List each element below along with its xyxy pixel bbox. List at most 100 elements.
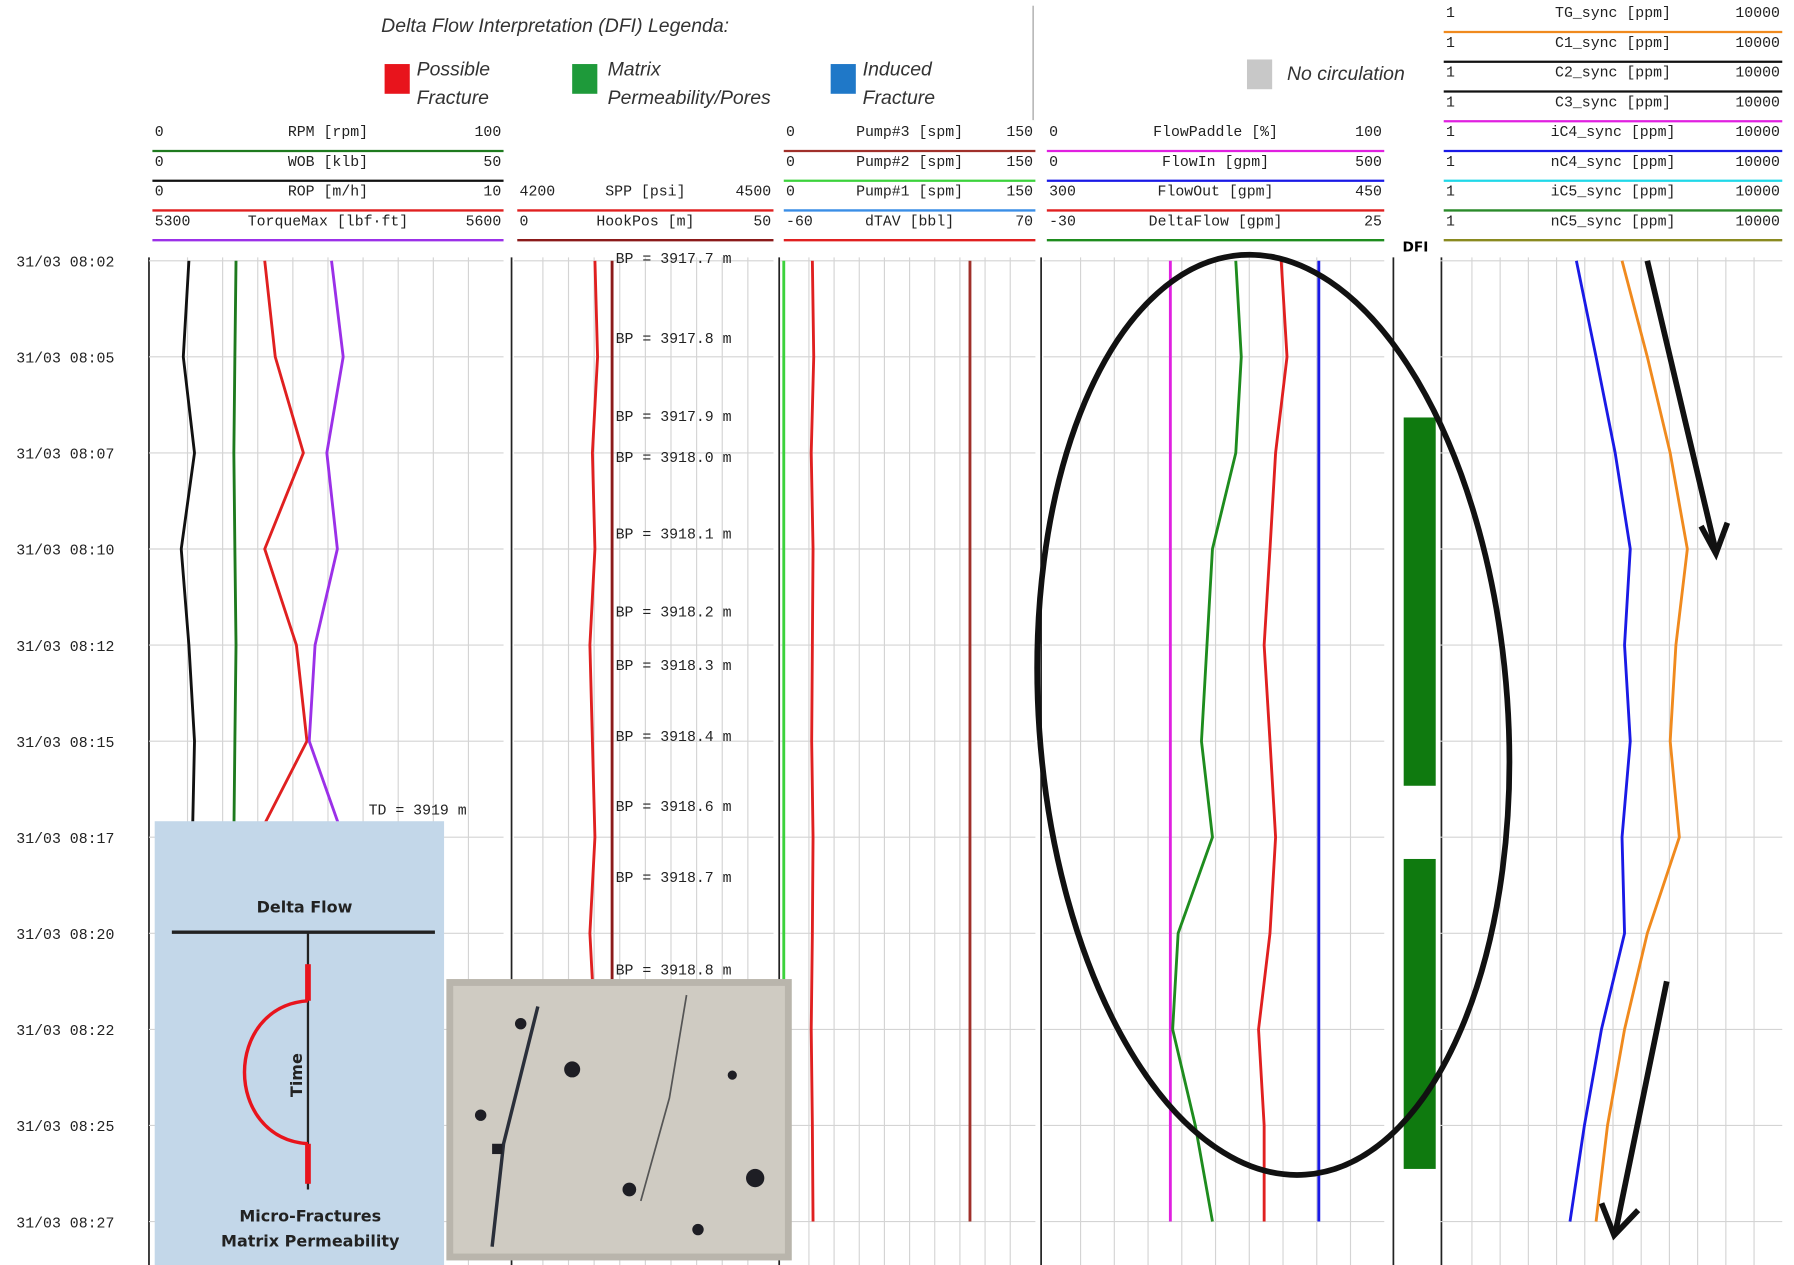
depth-annotation: TD = 3919 m bbox=[369, 803, 467, 819]
time-label: 31/03 08:02 bbox=[16, 255, 114, 271]
log-screen: BP = 3917.7 m BP = 3917.8 m BP = 3917.9 m B… bbox=[0, 0, 1794, 1265]
scale-name: TorqueMax [lbf·ft] bbox=[248, 214, 409, 230]
scale-name: HookPos [m] bbox=[596, 214, 694, 230]
scale-min: 0 bbox=[155, 185, 164, 201]
scale-min: 1 bbox=[1446, 185, 1455, 201]
depth-annotation: BP = 3918.0 m bbox=[616, 451, 732, 467]
scale-max: 50 bbox=[753, 214, 771, 230]
scale-min: 0 bbox=[520, 214, 529, 230]
scale-name: FlowPaddle [%] bbox=[1153, 125, 1278, 141]
no-circulation-label: No circulation bbox=[1287, 63, 1405, 85]
scale-max: 10000 bbox=[1735, 125, 1780, 141]
time-label: 31/03 08:07 bbox=[16, 448, 114, 464]
dfi-block bbox=[1404, 417, 1436, 785]
scale-name: C3_sync [ppm] bbox=[1555, 95, 1671, 111]
depth-annotation: BP = 3917.8 m bbox=[616, 332, 732, 348]
legend-swatch bbox=[831, 64, 856, 94]
scale-max: 150 bbox=[1006, 155, 1033, 171]
scale-name: Pump#3 [spm] bbox=[856, 125, 963, 141]
time-label: 31/03 08:27 bbox=[16, 1216, 114, 1232]
depth-annotation: BP = 3918.7 m bbox=[616, 871, 732, 887]
scale-name: iC4_sync [ppm] bbox=[1551, 125, 1676, 141]
scale-max: 10000 bbox=[1735, 36, 1780, 52]
depth-annotation: BP = 3917.7 m bbox=[616, 252, 732, 268]
scale-name: SPP [psi] bbox=[605, 185, 685, 201]
dfi-block bbox=[1404, 859, 1436, 1169]
scale-name: RPM [rpm] bbox=[288, 125, 368, 141]
scale-max: 150 bbox=[1006, 125, 1033, 141]
scale-name: Pump#1 [spm] bbox=[856, 185, 963, 201]
scale-max: 500 bbox=[1355, 155, 1382, 171]
scale-min: 0 bbox=[155, 155, 164, 171]
legend-title: Delta Flow Interpretation (DFI) Legenda: bbox=[381, 15, 729, 37]
time-label: 31/03 08:25 bbox=[16, 1120, 114, 1136]
depth-annotation: BP = 3917.9 m bbox=[616, 410, 732, 426]
trend-arrows bbox=[1602, 261, 1728, 1235]
scale-name: WOB [klb] bbox=[288, 155, 368, 171]
dfi-label: DFI bbox=[1403, 240, 1429, 256]
scale-name: TG_sync [ppm] bbox=[1555, 6, 1671, 22]
scale-min: 0 bbox=[786, 125, 795, 141]
scale-min: 1 bbox=[1446, 36, 1455, 52]
inset-axis-label: Time bbox=[287, 1053, 306, 1097]
scale-min: 1 bbox=[1446, 214, 1455, 230]
legend-label: Possible bbox=[417, 58, 491, 80]
scale-min: 0 bbox=[1049, 125, 1058, 141]
depth-annotation: BP = 3918.6 m bbox=[616, 800, 732, 816]
depth-annotation: BP = 3918.3 m bbox=[616, 659, 732, 675]
scale-min: 1 bbox=[1446, 95, 1455, 111]
highlight-ellipse bbox=[1007, 239, 1539, 1191]
legend-label: Fracture bbox=[417, 87, 490, 109]
scale-name: DeltaFlow [gpm] bbox=[1149, 214, 1283, 230]
legend-swatch bbox=[572, 64, 597, 94]
scale-max: 100 bbox=[474, 125, 501, 141]
scale-name: FlowIn [gpm] bbox=[1162, 155, 1269, 171]
scale-max: 10000 bbox=[1735, 95, 1780, 111]
legend-label: Permeability/Pores bbox=[608, 87, 771, 109]
inset-title: Delta Flow bbox=[257, 898, 353, 917]
scale-max: 10000 bbox=[1735, 66, 1780, 82]
scale-name: Pump#2 [spm] bbox=[856, 155, 963, 171]
depth-annotation: BP = 3918.8 m bbox=[616, 963, 732, 979]
depth-annotation: BP = 3918.4 m bbox=[616, 730, 732, 746]
scale-max: 10 bbox=[483, 185, 501, 201]
scale-name: FlowOut [gpm] bbox=[1158, 185, 1274, 201]
time-label: 31/03 08:10 bbox=[16, 544, 114, 560]
scale-min: 4200 bbox=[520, 185, 556, 201]
scale-max: 100 bbox=[1355, 125, 1382, 141]
scale-name: nC4_sync [ppm] bbox=[1551, 155, 1676, 171]
scale-name: C1_sync [ppm] bbox=[1555, 36, 1671, 52]
scale-name: dTAV [bbl] bbox=[865, 214, 954, 230]
scale-max: 10000 bbox=[1735, 155, 1780, 171]
inset-diagram: Delta Flow Time Micro-Fractures Matrix P… bbox=[155, 821, 444, 1265]
scale-min: -60 bbox=[786, 214, 813, 230]
scale-max: 5600 bbox=[466, 214, 502, 230]
scale-max: 50 bbox=[483, 155, 501, 171]
scale-min: 1 bbox=[1446, 125, 1455, 141]
thin-section-photo bbox=[446, 979, 791, 1260]
legend-label: Induced bbox=[863, 58, 933, 80]
scale-min: 0 bbox=[155, 125, 164, 141]
scale-min: 1 bbox=[1446, 66, 1455, 82]
scale-max: 10000 bbox=[1735, 214, 1780, 230]
log-curve bbox=[234, 261, 236, 837]
scale-min: 1 bbox=[1446, 6, 1455, 22]
scale-name: C2_sync [ppm] bbox=[1555, 66, 1671, 82]
scale-name: iC5_sync [ppm] bbox=[1551, 185, 1676, 201]
scale-name: nC5_sync [ppm] bbox=[1551, 214, 1676, 230]
scale-min: 0 bbox=[1049, 155, 1058, 171]
time-label: 31/03 08:17 bbox=[16, 832, 114, 848]
scale-min: -30 bbox=[1049, 214, 1076, 230]
time-label: 31/03 08:12 bbox=[16, 640, 114, 656]
scale-min: 300 bbox=[1049, 185, 1076, 201]
inset-caption: Matrix Permeability bbox=[221, 1232, 400, 1251]
time-label: 31/03 08:15 bbox=[16, 736, 114, 752]
no-circulation-swatch bbox=[1247, 59, 1272, 89]
scale-name: ROP [m/h] bbox=[288, 185, 368, 201]
time-label: 31/03 08:05 bbox=[16, 352, 114, 368]
scale-min: 5300 bbox=[155, 214, 191, 230]
scale-max: 25 bbox=[1364, 214, 1382, 230]
depth-annotation: BP = 3918.1 m bbox=[616, 528, 732, 544]
legend-label: Fracture bbox=[863, 87, 936, 109]
